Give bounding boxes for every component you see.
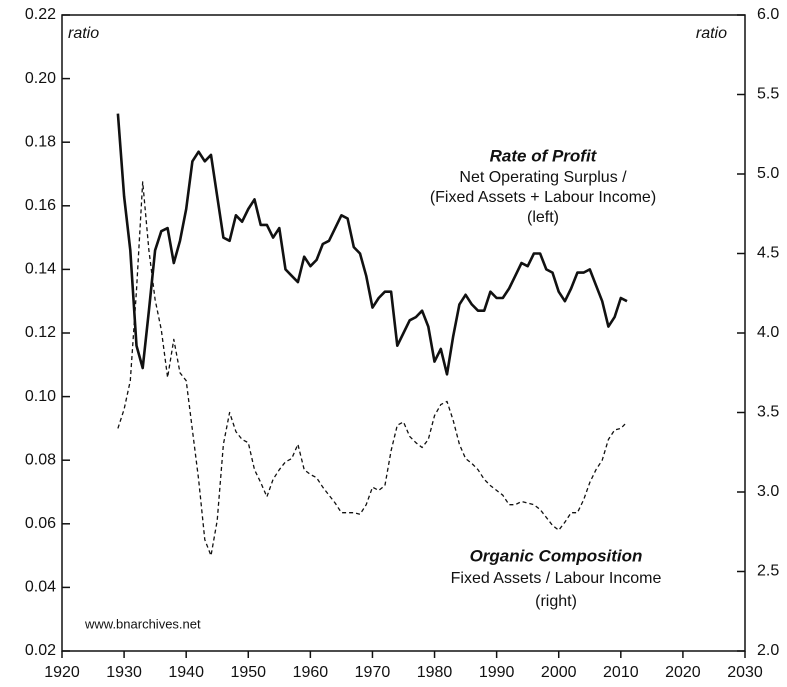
x-tick-label: 1980 xyxy=(417,664,453,681)
y-axis-label: ratio xyxy=(68,25,99,42)
y2-tick-label: 2.5 xyxy=(757,563,779,580)
series-description: Fixed Assets / Labour Income xyxy=(451,570,662,587)
y-tick-label: 0.14 xyxy=(25,261,56,278)
x-tick-label: 1950 xyxy=(230,664,266,681)
y2-tick-label: 6.0 xyxy=(757,6,779,23)
x-tick-label: 1960 xyxy=(293,664,329,681)
x-tick-label: 1930 xyxy=(106,664,142,681)
x-tick-label: 2010 xyxy=(603,664,639,681)
y2-tick-label: 5.0 xyxy=(757,165,779,182)
y2-tick-label: 3.0 xyxy=(757,483,779,500)
series-line xyxy=(116,113,628,376)
source-note: www.bnarchives.net xyxy=(84,616,201,631)
y-tick-label: 0.08 xyxy=(25,451,56,468)
series-line xyxy=(117,181,628,557)
y2-axis-label: ratio xyxy=(696,25,727,42)
series-description: Net Operating Surplus / xyxy=(459,169,627,186)
y2-tick-label: 3.5 xyxy=(757,404,779,421)
y-tick-label: 0.12 xyxy=(25,324,56,341)
y2-tick-label: 4.0 xyxy=(757,324,779,341)
x-tick-label: 2030 xyxy=(727,664,763,681)
series-description: (left) xyxy=(527,209,559,226)
x-tick-label: 1970 xyxy=(355,664,391,681)
y2-tick-label: 5.5 xyxy=(757,86,779,103)
y-tick-label: 0.10 xyxy=(25,388,56,405)
y-tick-label: 0.16 xyxy=(25,197,56,214)
y-tick-label: 0.04 xyxy=(25,579,56,596)
x-tick-label: 2020 xyxy=(665,664,701,681)
y-tick-label: 0.02 xyxy=(25,642,56,659)
y2-tick-label: 4.5 xyxy=(757,245,779,262)
x-tick-label: 1990 xyxy=(479,664,515,681)
x-tick-label: 1940 xyxy=(168,664,204,681)
y2-tick-label: 2.0 xyxy=(757,642,779,659)
series-description: (right) xyxy=(535,593,577,610)
series-description: (Fixed Assets + Labour Income) xyxy=(430,189,656,206)
y-tick-label: 0.22 xyxy=(25,6,56,23)
x-tick-label: 2000 xyxy=(541,664,577,681)
y-tick-label: 0.18 xyxy=(25,133,56,150)
x-tick-label: 1920 xyxy=(44,664,80,681)
y-tick-label: 0.06 xyxy=(25,515,56,532)
series-label: Organic Composition xyxy=(470,546,643,565)
y-tick-label: 0.20 xyxy=(25,70,56,87)
series-label: Rate of Profit xyxy=(490,146,598,165)
